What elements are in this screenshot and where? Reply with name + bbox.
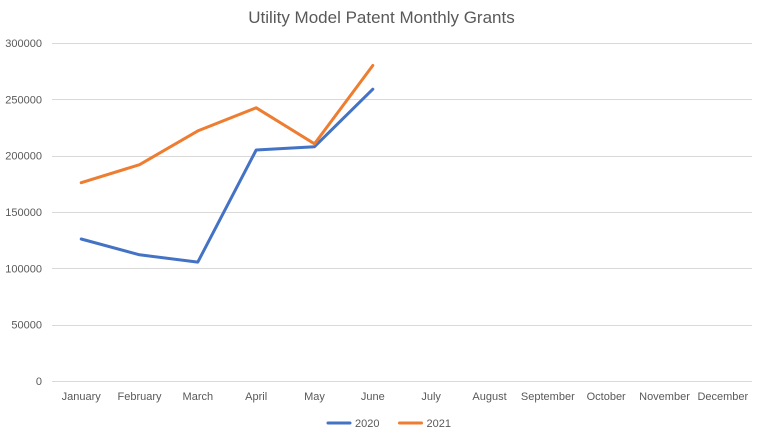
x-tick-label-may: May	[304, 391, 325, 403]
legend: 2020 2021	[326, 418, 451, 430]
chart-title: Utility Model Patent Monthly Grants	[248, 8, 514, 27]
x-tick-label-april: April	[245, 391, 267, 403]
y-tick-label: 50000	[11, 320, 42, 332]
y-tick-label: 200000	[5, 151, 42, 163]
x-tick-label-june: June	[361, 391, 385, 403]
x-tick-label-november: November	[639, 391, 690, 403]
legend-label: 2021	[427, 418, 451, 430]
x-tick-label-march: March	[183, 391, 214, 403]
gridlines	[52, 43, 752, 382]
x-tick-label-january: January	[62, 391, 102, 403]
y-tick-label: 100000	[5, 263, 42, 275]
x-tick-label-september: September	[521, 391, 575, 403]
x-tick-label-december: December	[697, 391, 748, 403]
y-tick-label: 0	[36, 376, 42, 388]
x-tick-label-october: October	[587, 391, 626, 403]
series-line-2020	[79, 87, 375, 264]
y-axis-tick-labels: 0 50000 100000 150000 200000 250000 300000	[5, 38, 42, 388]
y-tick-label: 300000	[5, 38, 42, 50]
series-line-2021	[79, 64, 375, 185]
x-tick-label-august: August	[472, 391, 506, 403]
x-tick-label-july: July	[421, 391, 441, 403]
x-tick-label-february: February	[117, 391, 162, 403]
series-lines	[79, 64, 375, 264]
y-tick-label: 150000	[5, 207, 42, 219]
legend-item-2020: 2020	[326, 418, 379, 430]
legend-item-2021: 2021	[398, 418, 451, 430]
y-tick-label: 250000	[5, 94, 42, 106]
x-axis-tick-labels: January February March April May June July Augu…	[62, 391, 749, 403]
legend-label: 2020	[355, 418, 379, 430]
